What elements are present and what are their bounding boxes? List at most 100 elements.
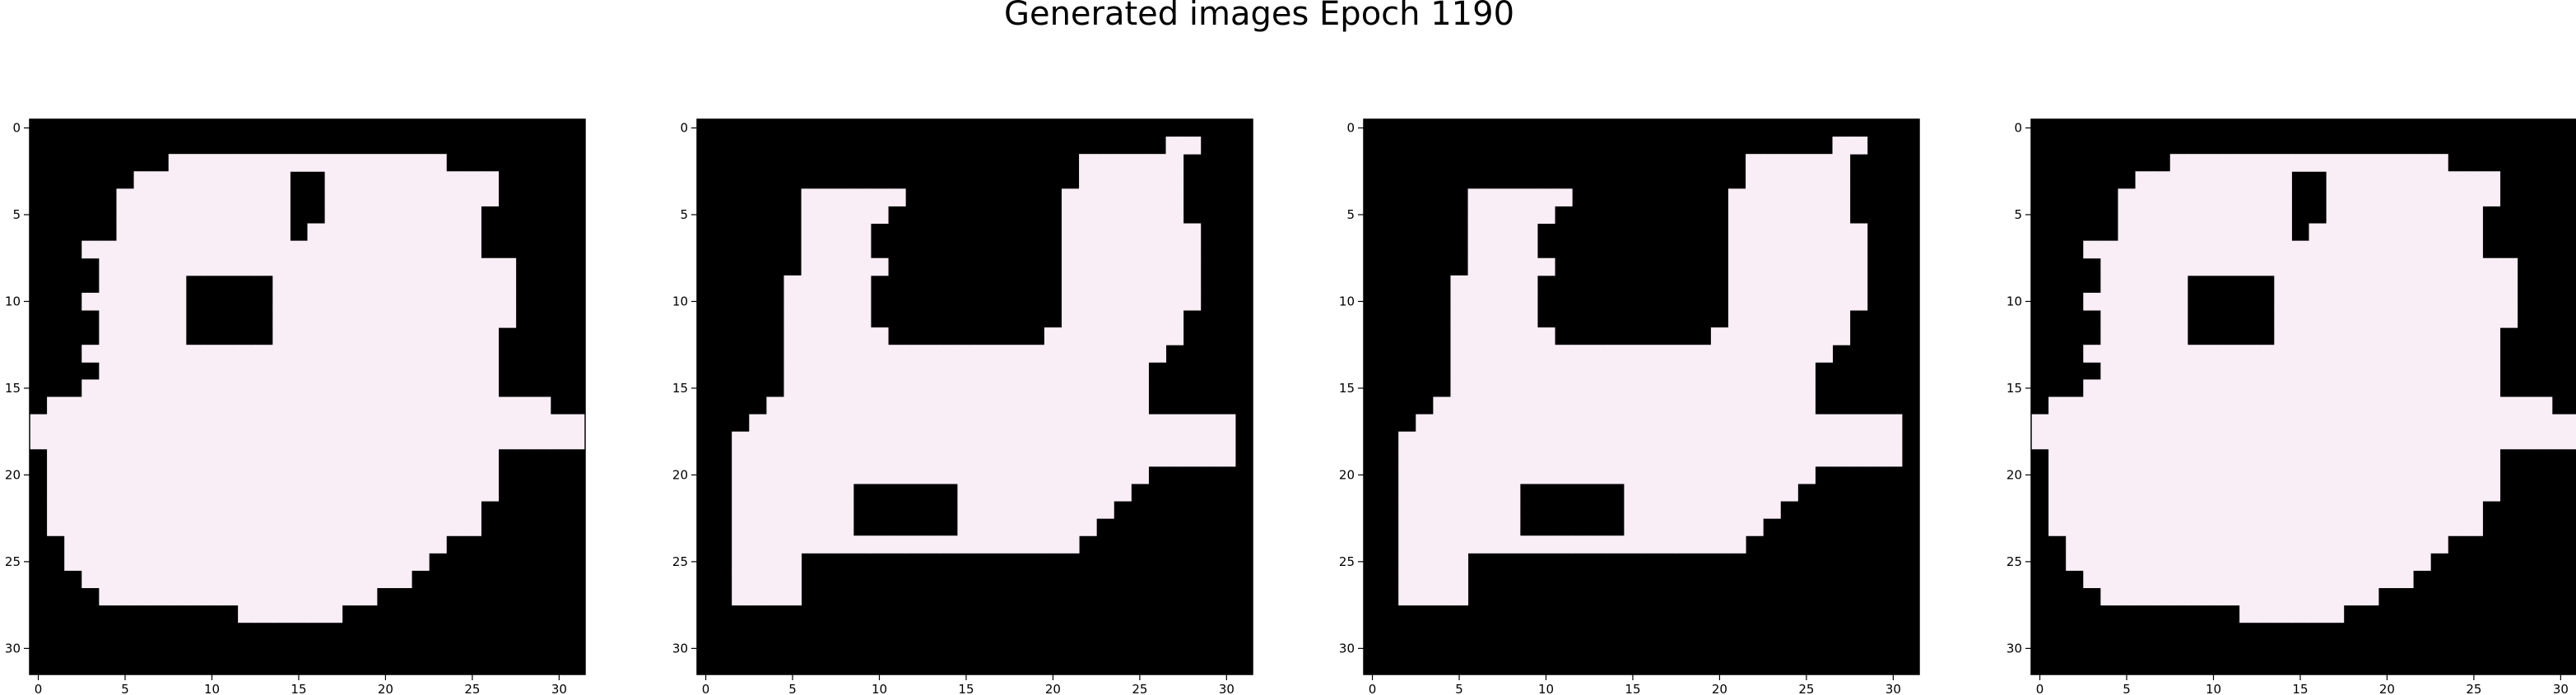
pixel-cell [116,223,135,242]
pixel-cell [1676,362,1695,380]
pixel-cell [1676,535,1695,554]
pixel-cell [47,396,65,415]
pixel-cell [1217,448,1236,467]
pixel-cell [481,292,500,311]
pixel-cell [1131,414,1149,433]
pixel-cell [1780,327,1798,345]
pixel-cell [393,553,412,571]
pixel-cell [2204,431,2223,450]
pixel-cell [2257,466,2275,484]
pixel-cell [1780,414,1798,433]
pixel-cell [1131,154,1149,172]
pixel-cell [766,396,784,415]
pixel-cell [1797,240,1816,259]
pixel-cell [498,431,517,450]
pixel-cell [1165,257,1184,276]
pixel-cell [1502,396,1521,415]
pixel-cell [1467,448,1486,467]
pixel-cell [2309,257,2327,276]
pixel-cell [2187,362,2206,380]
pixel-cell [255,448,273,467]
pixel-cell [2448,362,2466,380]
pixel-cell [2066,396,2084,415]
x-tick-label: 15 [958,682,974,695]
pixel-cell [1183,223,1202,242]
pixel-cell [1450,535,1469,554]
pixel-cell [481,275,500,294]
pixel-cell [359,587,378,606]
pixel-cell [1044,501,1062,519]
pixel-cell [2204,362,2223,380]
pixel-cell [2135,188,2154,206]
pixel-cell [2100,275,2118,294]
pixel-cell [1096,431,1114,450]
pixel-cell [376,275,395,294]
pixel-cell [1026,448,1045,467]
pixel-cell [446,292,464,311]
pixel-cell [2118,553,2137,571]
pixel-cell [1026,362,1045,380]
pixel-cell [307,587,326,606]
pixel-cell [202,188,221,206]
pixel-cell [2360,223,2379,242]
pixel-cell [393,257,412,276]
pixel-cell [2291,518,2309,536]
pixel-cell [1416,431,1434,450]
pixel-cell [1416,587,1434,606]
pixel-cell [1114,327,1132,345]
pixel-cell [272,257,291,276]
pixel-cell [2517,396,2536,415]
pixel-cell [1607,448,1625,467]
pixel-cell [2326,553,2345,571]
pixel-cell [1607,535,1625,554]
pixel-cell [412,188,430,206]
pixel-cell [1026,518,1045,536]
pixel-cell [290,570,308,589]
pixel-cell [2413,501,2431,519]
pixel-cell [481,257,500,276]
pixel-cell [1832,154,1851,172]
pixel-cell [749,448,767,467]
pixel-cell [1537,448,1555,467]
pixel-cell [2048,483,2067,502]
pixel-cell [801,396,820,415]
pixel-cell [99,362,117,380]
pixel-cell [2257,535,2275,554]
pixel-cell [1148,223,1167,242]
pixel-cell [1183,292,1202,311]
pixel-cell [1398,483,1416,502]
pixel-cell [2135,257,2154,276]
pixel-cell [2517,414,2536,433]
pixel-cell [376,501,395,519]
pixel-cell [2395,154,2414,172]
pixel-cell [151,553,170,571]
pixel-cell [2204,206,2223,225]
pixel-cell [1079,483,1097,502]
pixel-cell [2395,448,2414,467]
pixel-cell [481,466,500,484]
pixel-cell [1849,257,1868,276]
pixel-cell [1780,275,1798,294]
pixel-cell [1867,448,1886,467]
pixel-cell [1746,154,1764,172]
pixel-cell [151,483,170,502]
pixel-cell [2378,379,2397,397]
pixel-cell [116,257,135,276]
pixel-cell [766,518,784,536]
pixel-cell [2465,275,2483,294]
pixel-cell [1537,327,1555,345]
pixel-cell [2360,553,2379,571]
pixel-cell [835,466,854,484]
pixel-cell [1727,275,1746,294]
pixel-cell [272,518,291,536]
pixel-cell [801,535,820,554]
pixel-cell [2430,275,2448,294]
pixel-cell [853,345,872,363]
pixel-cell [1502,362,1521,380]
pixel-cell [1485,379,1504,397]
pixel-cell [801,223,820,242]
pixel-cell [1148,414,1167,433]
pixel-cell [1589,362,1607,380]
pixel-cell [783,275,802,294]
pixel-cell [1797,292,1816,311]
